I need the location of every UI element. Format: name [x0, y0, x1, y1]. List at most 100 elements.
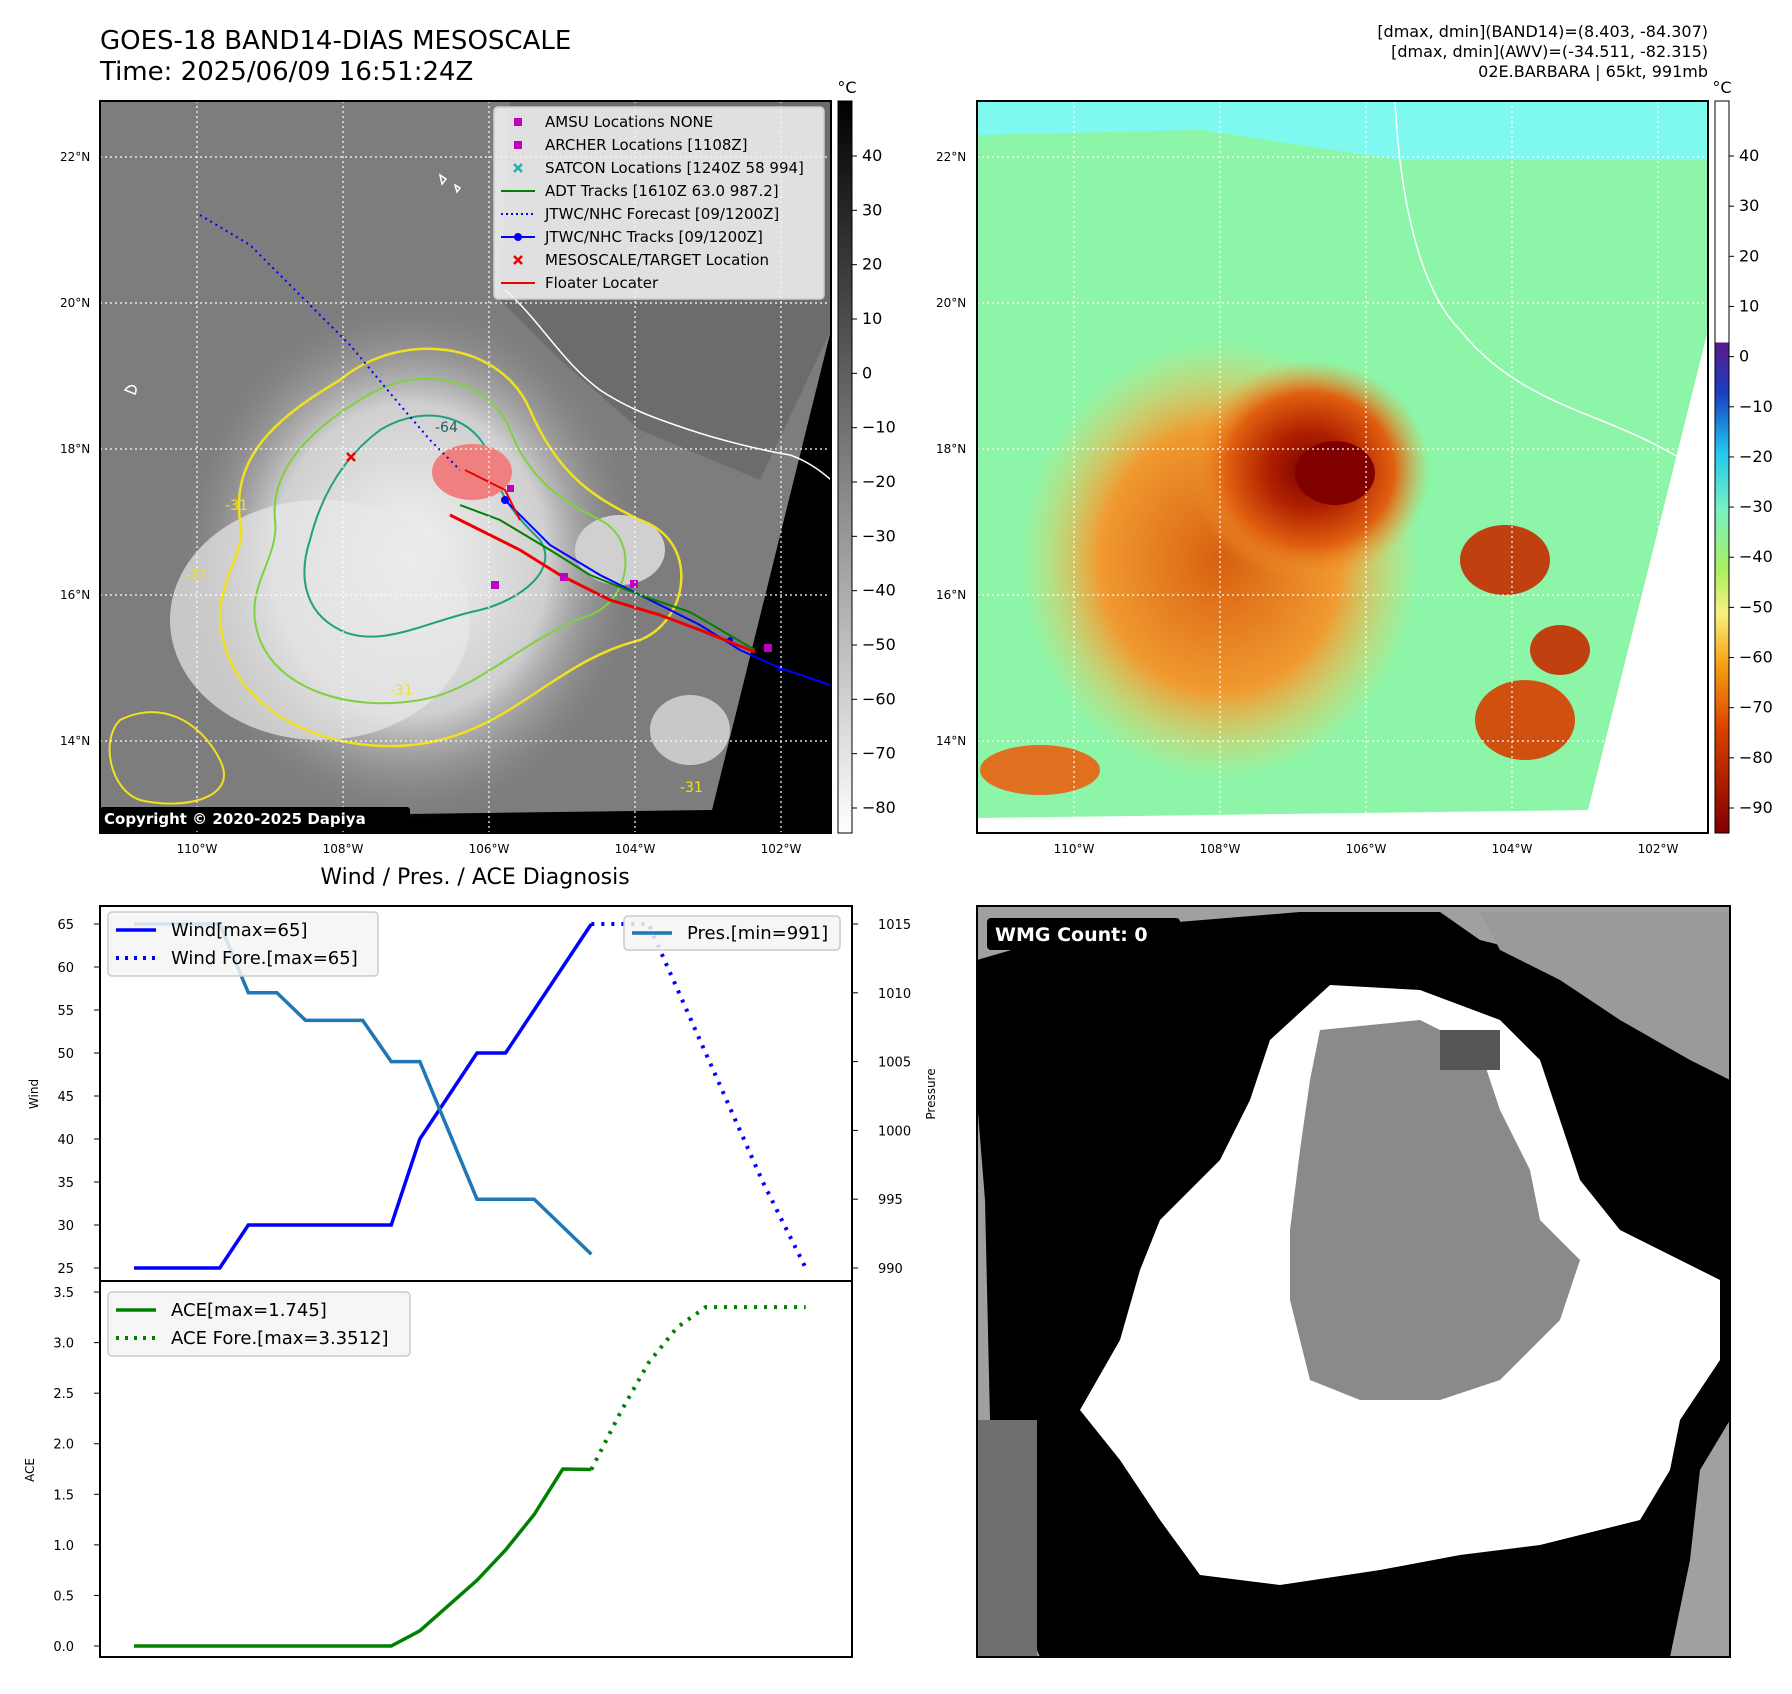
awv-colorbar-gradient [1714, 100, 1730, 834]
lon-label: 110°W [177, 842, 218, 856]
lat-label: 14°N [60, 734, 90, 748]
axis-tick-label: 40 [57, 1133, 74, 1148]
colorbar-tick-label: −20 [862, 472, 896, 491]
axis-tick-label: 1.0 [53, 1539, 74, 1554]
ir-cloud-west [170, 500, 470, 740]
legend-label: Wind[max=65] [171, 920, 308, 941]
axis-tick-label: 1005 [878, 1056, 911, 1071]
adt-track [459, 504, 756, 651]
colorbar-tick-label: 30 [862, 200, 882, 219]
axis-tick-label: 30 [57, 1219, 74, 1234]
colorbar-tick-label: 0 [862, 363, 872, 382]
axis-tick-label: 45 [57, 1090, 74, 1105]
archer-marker [764, 644, 772, 652]
ir-coastline [504, 289, 831, 481]
legend-label: MESOSCALE/TARGET Location [545, 251, 769, 269]
awv-coastline [1394, 101, 1708, 481]
colorbar-tick-label: −60 [862, 689, 896, 708]
lon-label: 108°W [1200, 842, 1241, 856]
colorbar-tick-label: −80 [862, 798, 896, 817]
lat-label: 16°N [60, 588, 90, 602]
best-track-point [501, 496, 509, 504]
axis-tick-label: 0.0 [53, 1640, 74, 1655]
copyright-text: Copyright © 2020-2025 Dapiya [104, 810, 366, 828]
axis-tick-label: 35 [57, 1176, 74, 1191]
colorbar-tick-label: −70 [862, 744, 896, 763]
lat-label: 14°N [936, 734, 966, 748]
awv-east-cell [1475, 680, 1575, 760]
colorbar-tick-label: 20 [862, 255, 882, 274]
title-line-1: GOES-18 BAND14-DIAS MESOSCALE [100, 26, 572, 56]
lat-label: 18°N [60, 442, 90, 456]
colorbar-tick-label: −10 [1739, 397, 1773, 416]
wmg-northeast-gray [1480, 912, 1730, 1080]
axis-tick-label: 995 [878, 1193, 903, 1208]
storm-info: [dmax, dmin](BAND14)=(8.403, -84.307) [d… [1377, 22, 1708, 82]
colorbar-tick-label: 40 [862, 146, 882, 165]
colorbar-tick-label: 40 [1739, 146, 1759, 165]
wmg-frame [976, 905, 1731, 1658]
ir-colorbar: °C 40 30 20 10 0 −10 −20 −30 −40 −50 −60 −70 −80 [837, 78, 896, 834]
wind-axis-label: Wind [27, 1079, 41, 1109]
awv-southwest-cell [980, 745, 1100, 795]
lat-label: 16°N [936, 588, 966, 602]
contour-label: -31 [390, 683, 413, 699]
awv-colorbar-unit: °C [1712, 78, 1731, 97]
ace-series-solid [134, 1467, 592, 1648]
copyright-box [100, 807, 410, 831]
lon-label: 102°W [761, 842, 802, 856]
lon-label: 110°W [1054, 842, 1095, 856]
colorbar-tick-label: −30 [862, 526, 896, 545]
ace-legend-box [107, 1291, 411, 1357]
colorbar-tick-label: −60 [1739, 648, 1773, 667]
contour-yellow [219, 347, 683, 748]
floater-locater [464, 469, 521, 521]
axis-tick-label: 1000 [878, 1124, 911, 1139]
legend-label: SATCON Locations [1240Z 58 994] [545, 159, 804, 177]
colorbar-tick-label: −70 [1739, 698, 1773, 717]
ace-axis-label: ACE [23, 1458, 37, 1482]
awv-colorbar: °C 40 30 20 10 0 −10 −20 −30 −40 −50 −60 −70 −80 −90 [1712, 78, 1773, 834]
axis-tick-label: 1.5 [53, 1488, 74, 1503]
axis-tick-label: 2.0 [53, 1438, 74, 1453]
contour-label: -31 [225, 498, 248, 514]
wind-series-dotted [591, 922, 808, 1269]
wind-legend-box [107, 911, 379, 977]
contour-green [253, 377, 627, 705]
colorbar-tick-label: −80 [1739, 748, 1773, 767]
awv-frame [976, 100, 1709, 834]
info-line-2: [dmax, dmin](AWV)=(-34.511, -82.315) [1391, 42, 1708, 61]
ir-legend-box [493, 106, 825, 300]
info-line-3: 02E.BARBARA | 65kt, 991mb [1478, 62, 1708, 81]
ir-cloud-east [575, 515, 665, 585]
pressure-legend-box [623, 915, 841, 951]
ir-islands [123, 173, 462, 395]
legend-label: AMSU Locations NONE [545, 113, 713, 131]
axis-tick-label: 3.5 [53, 1286, 74, 1301]
contour-southwest [108, 711, 225, 805]
ace-series-dotted [589, 1305, 806, 1471]
legend-x-marker [513, 163, 523, 173]
ir-panel: -31 -31 -31 -64 -31 Copyright © 2020-202… [60, 78, 896, 856]
ir-cloud-southeast [650, 695, 730, 765]
legend-label: Pres.[min=991] [687, 923, 828, 944]
awv-east-cell [1530, 625, 1590, 675]
legend-label: ADT Tracks [1610Z 63.0 987.2] [545, 182, 779, 200]
colorbar-tick-label: −40 [1739, 547, 1773, 566]
lon-label: 106°W [1346, 842, 1387, 856]
wmg-gray-core [1290, 1020, 1580, 1400]
awv-coldest-core [1295, 441, 1375, 505]
lat-label: 20°N [936, 296, 966, 310]
floater-track [449, 513, 756, 654]
wind-series-solid [134, 923, 593, 1270]
awv-panel: 22°N 20°N 18°N 16°N 14°N 110°W 108°W 106… [936, 78, 1773, 856]
contour-label: -31 [680, 780, 703, 796]
mesoscale-target-marker [346, 452, 356, 462]
figure-title: GOES-18 BAND14-DIAS MESOSCALE Time: 2025… [100, 26, 571, 88]
lat-label: 20°N [60, 296, 90, 310]
wmg-southwest-gray [977, 1420, 1037, 1657]
wmg-count-label: WMG Count: 0 [995, 924, 1148, 946]
awv-lon-labels: 110°W 108°W 106°W 104°W 102°W [1054, 842, 1679, 856]
ir-frame [99, 100, 832, 834]
